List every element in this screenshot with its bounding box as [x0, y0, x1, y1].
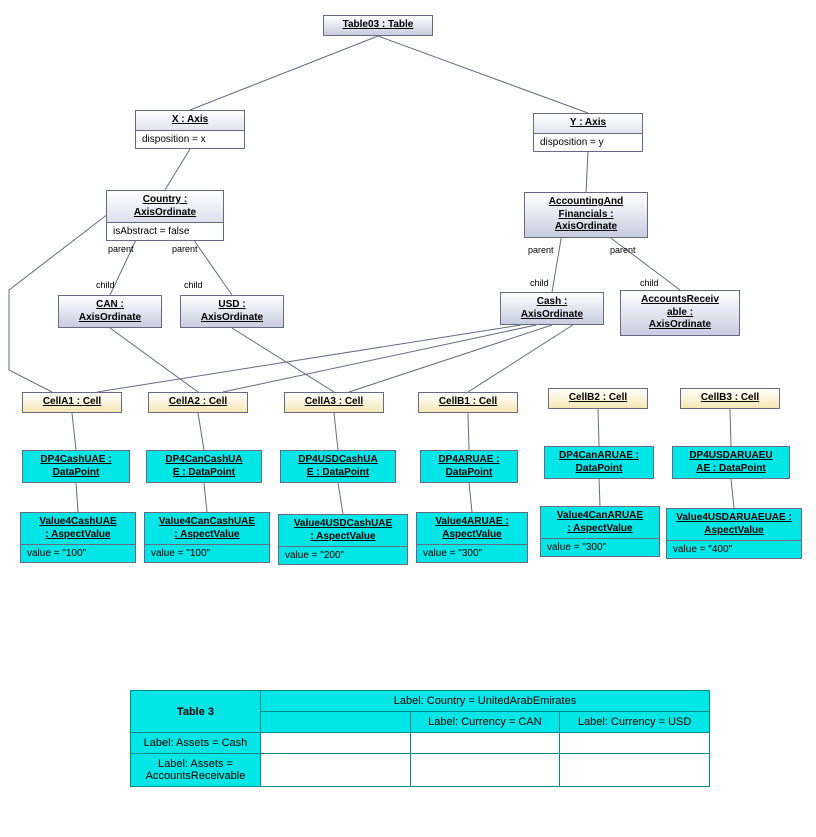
table-cell [560, 754, 710, 787]
node-title: Y : Axis [534, 114, 642, 133]
node-avA1: Value4CashUAE: AspectValuevalue = "100" [20, 512, 136, 563]
node-dpA1: DP4CashUAE :DataPoint [22, 450, 130, 483]
node-avB3: Value4USDARUAEUAE :AspectValuevalue = "4… [666, 508, 802, 559]
node-attr: disposition = y [534, 133, 642, 151]
node-title: Value4USDARUAEUAE :AspectValue [667, 509, 801, 540]
node-attr: value = "200" [279, 546, 407, 564]
table-col-header: Label: Currency = CAN [410, 712, 560, 733]
edge-label: parent [610, 245, 636, 255]
node-yaxis: Y : Axisdisposition = y [533, 113, 643, 152]
node-dpB3: DP4USDARUAEUAE : DataPoint [672, 446, 790, 479]
node-title: CellA1 : Cell [23, 393, 121, 412]
node-dpA2: DP4CanCashUAE : DataPoint [146, 450, 262, 483]
node-title: X : Axis [136, 111, 244, 130]
node-title: DP4CanCashUAE : DataPoint [147, 451, 261, 482]
node-cellB2: CellB2 : Cell [548, 388, 648, 409]
node-avA3: Value4USDCashUAE: AspectValuevalue = "20… [278, 514, 408, 565]
node-title: DP4USDARUAEUAE : DataPoint [673, 447, 789, 478]
node-cellA1: CellA1 : Cell [22, 392, 122, 413]
node-title: Table03 : Table [324, 16, 432, 35]
node-title: Value4CanCashUAE: AspectValue [145, 513, 269, 544]
node-title: Cash :AxisOrdinate [501, 293, 603, 324]
node-title: CellB2 : Cell [549, 389, 647, 408]
table-row-label: Label: Assets =AccountsReceivable [131, 754, 261, 787]
node-title: CAN :AxisOrdinate [59, 296, 161, 327]
node-attr: isAbstract = false [107, 222, 223, 240]
node-country: Country :AxisOrdinateisAbstract = false [106, 190, 224, 241]
node-xaxis: X : Axisdisposition = x [135, 110, 245, 149]
node-title: Country :AxisOrdinate [107, 191, 223, 222]
edge-label: child [96, 280, 115, 290]
edge-label: parent [172, 244, 198, 254]
node-attr: value = "300" [541, 538, 659, 556]
summary-table: Table 3Label: Country = UnitedArabEmirat… [130, 690, 710, 787]
table-col-header [260, 712, 410, 733]
table-cell [260, 754, 410, 787]
node-title: Value4ARUAE :AspectValue [417, 513, 527, 544]
edge-label: parent [108, 244, 134, 254]
node-title: CellA3 : Cell [285, 393, 383, 412]
node-title: DP4CanARUAE :DataPoint [545, 447, 653, 478]
node-dpB1: DP4ARUAE :DataPoint [420, 450, 518, 483]
node-title: Value4CanARUAE: AspectValue [541, 507, 659, 538]
node-acctfin: AccountingAndFinancials :AxisOrdinate [524, 192, 648, 238]
table-cell [410, 754, 560, 787]
node-title: AccountsReceivable :AxisOrdinate [621, 291, 739, 335]
edge-label: child [530, 278, 549, 288]
node-title: CellA2 : Cell [149, 393, 247, 412]
table-row-label: Label: Assets = Cash [131, 733, 261, 754]
node-title: Value4USDCashUAE: AspectValue [279, 515, 407, 546]
node-attr: disposition = x [136, 130, 244, 148]
node-attr: value = "400" [667, 540, 801, 558]
node-attr: value = "300" [417, 544, 527, 562]
edge-label: parent [528, 245, 554, 255]
table-title: Table 3 [131, 691, 261, 733]
table-cell [260, 733, 410, 754]
node-dpB2: DP4CanARUAE :DataPoint [544, 446, 654, 479]
node-dpA3: DP4USDCashUAE : DataPoint [280, 450, 396, 483]
table-cell [410, 733, 560, 754]
node-title: DP4USDCashUAE : DataPoint [281, 451, 395, 482]
node-title: AccountingAndFinancials :AxisOrdinate [525, 193, 647, 237]
node-cellB1: CellB1 : Cell [418, 392, 518, 413]
edge-label: child [640, 278, 659, 288]
edge-label: child [184, 280, 203, 290]
node-avB1: Value4ARUAE :AspectValuevalue = "300" [416, 512, 528, 563]
node-title: DP4ARUAE :DataPoint [421, 451, 517, 482]
node-attr: value = "100" [145, 544, 269, 562]
node-title: DP4CashUAE :DataPoint [23, 451, 129, 482]
table-top-header: Label: Country = UnitedArabEmirates [260, 691, 709, 712]
node-avB2: Value4CanARUAE: AspectValuevalue = "300" [540, 506, 660, 557]
node-cellA2: CellA2 : Cell [148, 392, 248, 413]
node-usd: USD :AxisOrdinate [180, 295, 284, 328]
node-ar: AccountsReceivable :AxisOrdinate [620, 290, 740, 336]
node-title: USD :AxisOrdinate [181, 296, 283, 327]
node-title: Value4CashUAE: AspectValue [21, 513, 135, 544]
node-cash: Cash :AxisOrdinate [500, 292, 604, 325]
table-cell [560, 733, 710, 754]
node-cellA3: CellA3 : Cell [284, 392, 384, 413]
table-col-header: Label: Currency = USD [560, 712, 710, 733]
node-title: CellB1 : Cell [419, 393, 517, 412]
node-cellB3: CellB3 : Cell [680, 388, 780, 409]
node-avA2: Value4CanCashUAE: AspectValuevalue = "10… [144, 512, 270, 563]
node-can: CAN :AxisOrdinate [58, 295, 162, 328]
node-title: CellB3 : Cell [681, 389, 779, 408]
node-attr: value = "100" [21, 544, 135, 562]
node-table03: Table03 : Table [323, 15, 433, 36]
